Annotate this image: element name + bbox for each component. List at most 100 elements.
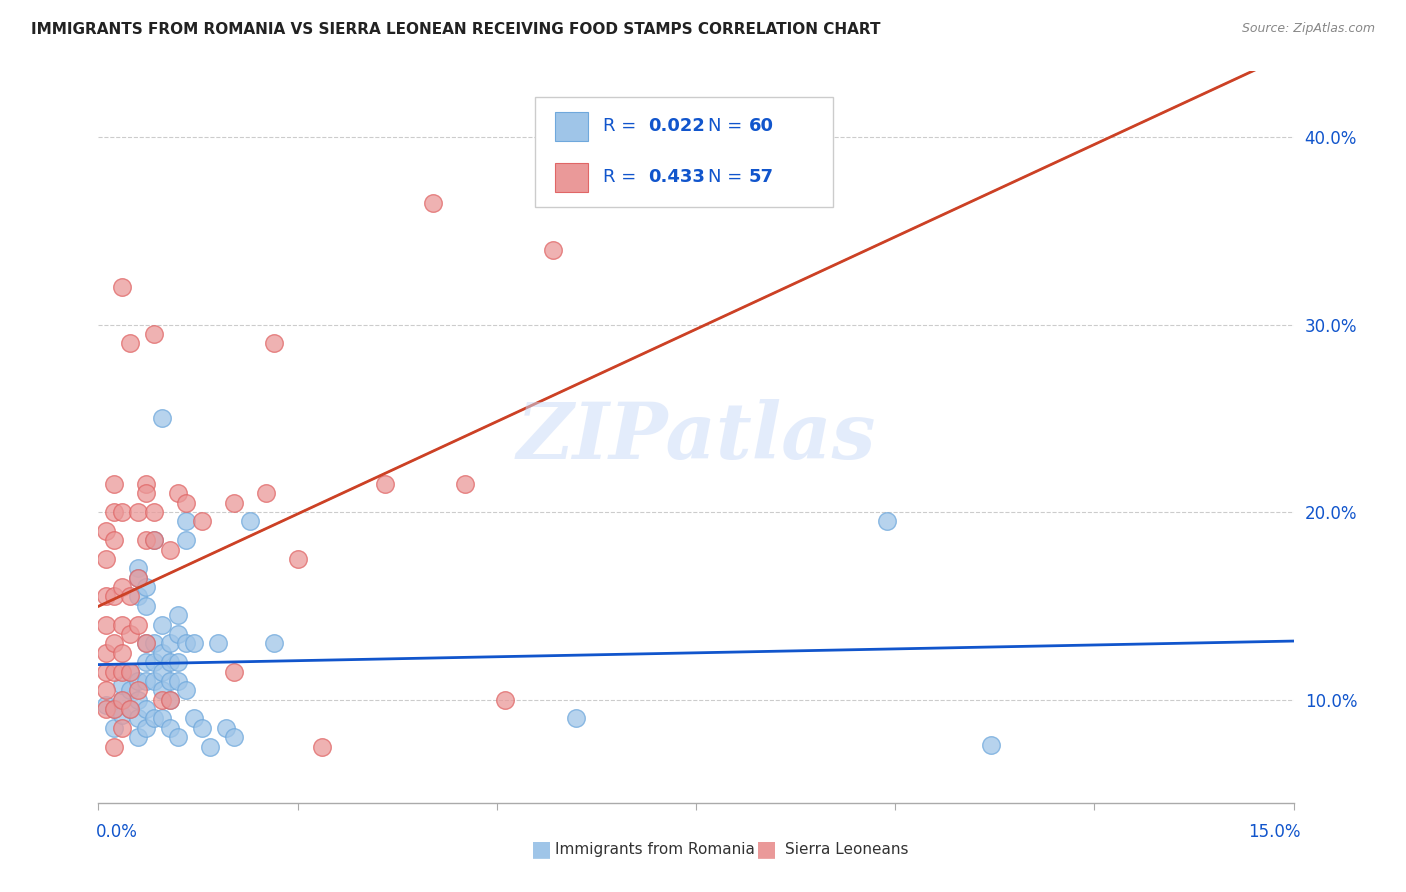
- Point: [135, 599, 157, 613]
- Point: [541, 243, 564, 257]
- Point: [111, 707, 134, 722]
- Point: [167, 608, 190, 623]
- Point: [565, 711, 588, 725]
- Point: [167, 627, 190, 641]
- Point: [311, 739, 333, 754]
- Text: ZIPatlas: ZIPatlas: [516, 399, 876, 475]
- Text: R =: R =: [603, 169, 641, 186]
- Point: [222, 730, 245, 744]
- Point: [198, 739, 221, 754]
- Point: [174, 515, 197, 529]
- Point: [96, 665, 118, 679]
- Point: [111, 280, 134, 294]
- Text: 0.022: 0.022: [648, 117, 704, 136]
- Point: [150, 665, 173, 679]
- Point: [159, 692, 181, 706]
- Point: [111, 692, 134, 706]
- Point: [494, 692, 516, 706]
- Point: [135, 721, 157, 735]
- Point: [980, 738, 1002, 752]
- Text: 60: 60: [748, 117, 773, 136]
- Point: [111, 721, 134, 735]
- Point: [111, 692, 134, 706]
- Point: [127, 571, 149, 585]
- Text: Immigrants from Romania: Immigrants from Romania: [555, 842, 755, 856]
- Text: 15.0%: 15.0%: [1249, 822, 1301, 840]
- Point: [127, 617, 149, 632]
- Point: [96, 646, 118, 660]
- Point: [167, 655, 190, 669]
- Point: [103, 533, 125, 548]
- Text: ■: ■: [531, 839, 551, 859]
- Point: [135, 486, 157, 500]
- Point: [135, 477, 157, 491]
- Point: [103, 665, 125, 679]
- Point: [127, 673, 149, 688]
- Point: [111, 678, 134, 692]
- Point: [150, 711, 173, 725]
- Point: [127, 683, 149, 698]
- Point: [207, 636, 229, 650]
- Point: [96, 702, 118, 716]
- Text: 57: 57: [748, 169, 773, 186]
- Point: [135, 533, 157, 548]
- Point: [143, 711, 166, 725]
- Point: [191, 721, 214, 735]
- Point: [135, 580, 157, 594]
- Point: [143, 326, 166, 341]
- Point: [127, 692, 149, 706]
- Point: [120, 590, 142, 604]
- Point: [127, 730, 149, 744]
- Point: [254, 486, 277, 500]
- Point: [422, 195, 444, 210]
- Point: [96, 683, 118, 698]
- Point: [222, 665, 245, 679]
- Point: [111, 665, 134, 679]
- Point: [96, 524, 118, 538]
- Point: [150, 646, 173, 660]
- Point: [159, 721, 181, 735]
- Point: [150, 692, 173, 706]
- Point: [143, 673, 166, 688]
- Point: [127, 711, 149, 725]
- Point: [120, 702, 142, 716]
- Point: [127, 590, 149, 604]
- Point: [222, 496, 245, 510]
- Point: [103, 739, 125, 754]
- Point: [120, 627, 142, 641]
- Point: [150, 617, 173, 632]
- Point: [96, 617, 118, 632]
- Point: [103, 590, 125, 604]
- Point: [120, 702, 142, 716]
- Point: [111, 580, 134, 594]
- Text: IMMIGRANTS FROM ROMANIA VS SIERRA LEONEAN RECEIVING FOOD STAMPS CORRELATION CHAR: IMMIGRANTS FROM ROMANIA VS SIERRA LEONEA…: [31, 22, 880, 37]
- Point: [111, 505, 134, 519]
- Point: [174, 636, 197, 650]
- FancyBboxPatch shape: [555, 112, 589, 141]
- Point: [127, 505, 149, 519]
- Point: [135, 702, 157, 716]
- Text: Source: ZipAtlas.com: Source: ZipAtlas.com: [1241, 22, 1375, 36]
- Point: [143, 533, 166, 548]
- Point: [135, 636, 157, 650]
- Point: [287, 552, 309, 566]
- Point: [103, 636, 125, 650]
- Text: N =: N =: [709, 117, 748, 136]
- FancyBboxPatch shape: [534, 97, 834, 207]
- Point: [111, 617, 134, 632]
- Point: [96, 698, 118, 713]
- Point: [183, 711, 205, 725]
- Text: Sierra Leoneans: Sierra Leoneans: [785, 842, 908, 856]
- Point: [103, 702, 125, 716]
- Point: [127, 561, 149, 575]
- Point: [239, 515, 262, 529]
- Point: [159, 673, 181, 688]
- Point: [103, 702, 125, 716]
- Text: 0.433: 0.433: [648, 169, 704, 186]
- Point: [174, 496, 197, 510]
- Point: [120, 336, 142, 351]
- Point: [150, 683, 173, 698]
- Point: [120, 683, 142, 698]
- Point: [167, 673, 190, 688]
- Point: [159, 542, 181, 557]
